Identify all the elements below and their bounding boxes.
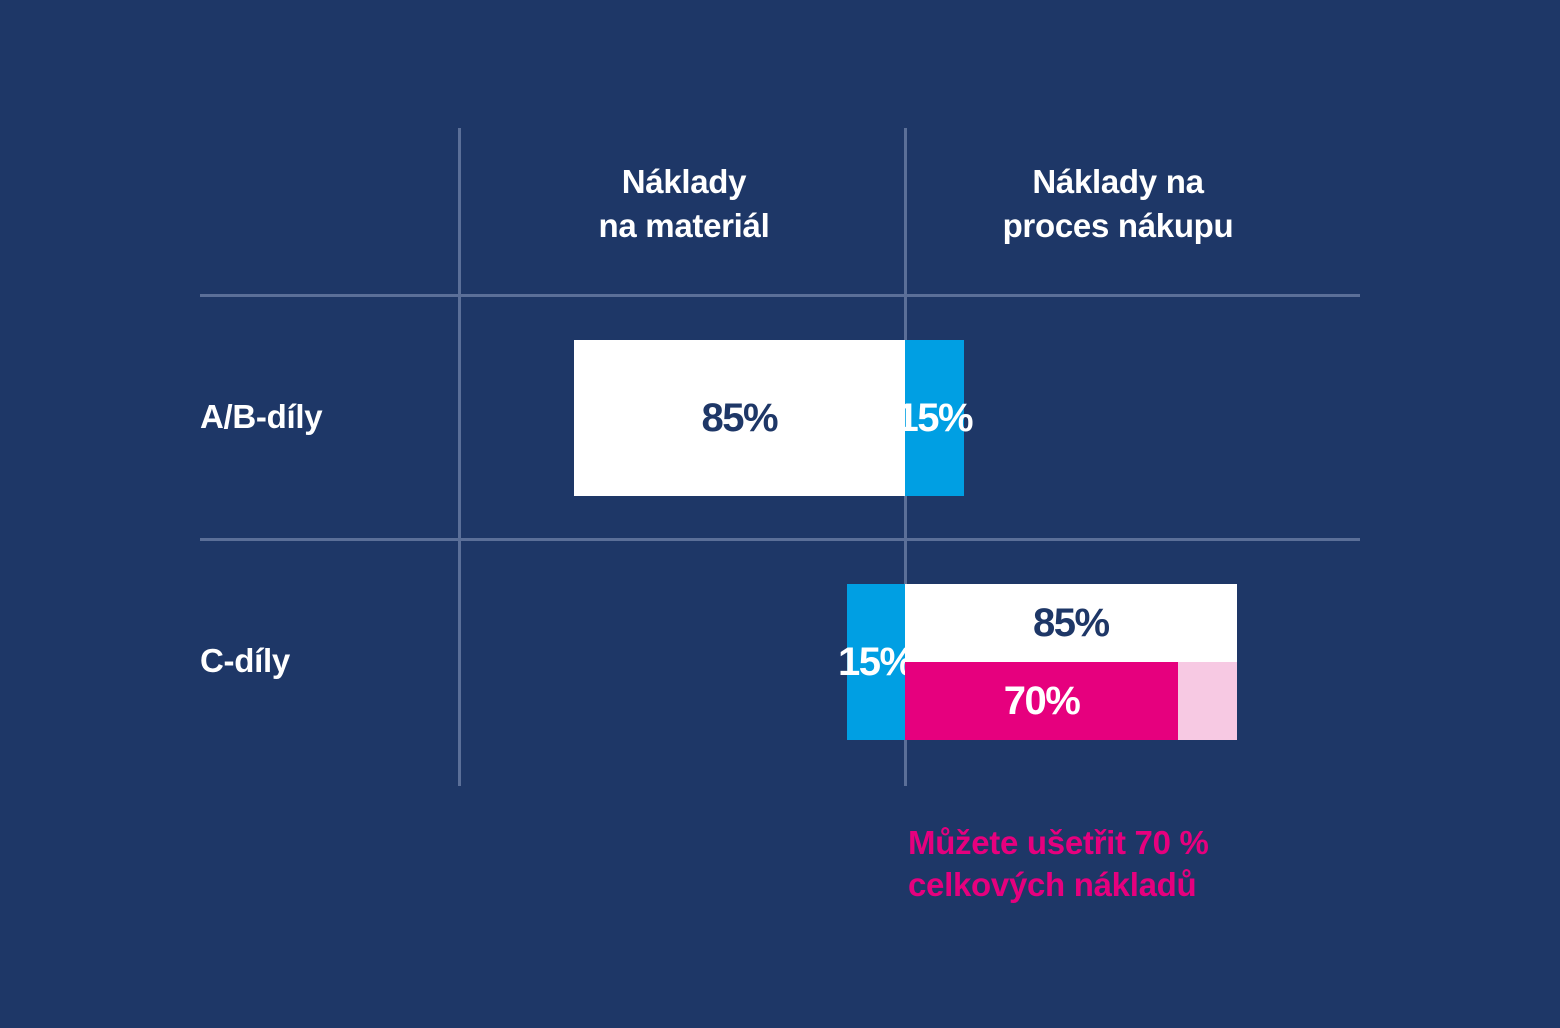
- bar-c-savings: 70%: [905, 662, 1178, 740]
- bar-ab-process: 15%: [896, 340, 974, 496]
- bar-c-process: 85%: [905, 584, 1237, 662]
- bar-c-material: 15%: [838, 584, 915, 740]
- grid-line-horizontal-top: [200, 294, 1360, 297]
- column-header-process: Náklady na proces nákupu: [1002, 163, 1234, 244]
- column-header-material: Náklady na materiál: [598, 163, 770, 244]
- bar-label-c-savings: 70%: [1003, 678, 1081, 723]
- bar-label-c-process: 85%: [1032, 600, 1110, 645]
- bar-label-ab-material: 85%: [701, 395, 778, 440]
- row-label-c: C-díly: [200, 642, 290, 679]
- grid-line-horizontal-middle: [200, 538, 1360, 541]
- bar-ab-material: 85%: [573, 340, 905, 496]
- row-label-ab: A/B-díly: [200, 398, 323, 435]
- bar-label-ab-process: 15%: [896, 395, 973, 440]
- savings-annotation: Můžete ušetřit 70 % celkových nákladů: [908, 824, 1209, 903]
- grid-line-vertical-left: [458, 128, 461, 786]
- bar-label-c-material: 15%: [837, 639, 915, 684]
